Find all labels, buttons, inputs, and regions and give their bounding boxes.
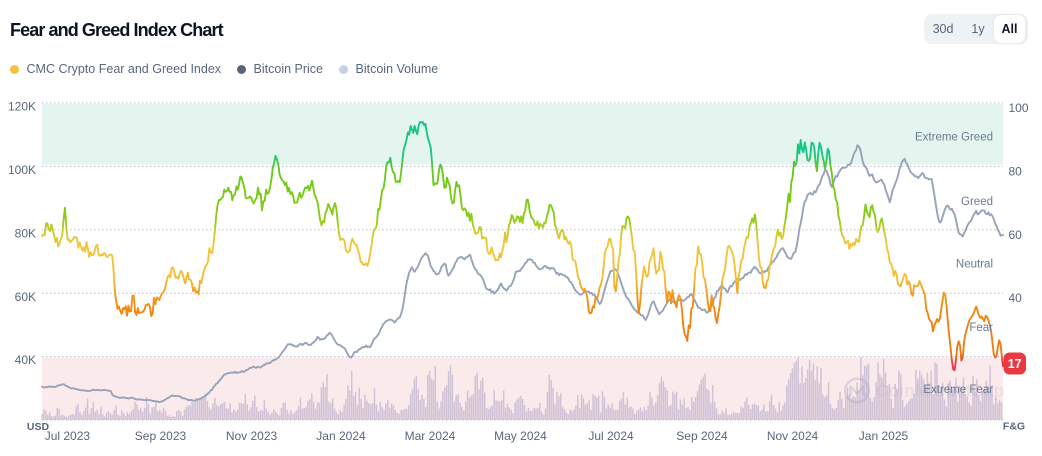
svg-text:Jul 2023: Jul 2023 (45, 429, 91, 443)
svg-text:17: 17 (1008, 357, 1022, 371)
svg-text:Neutral: Neutral (956, 259, 993, 271)
svg-text:USD: USD (27, 421, 50, 433)
svg-text:Jul 2024: Jul 2024 (588, 429, 634, 443)
svg-text:Extreme Fear: Extreme Fear (923, 384, 993, 396)
svg-text:80K: 80K (15, 227, 36, 241)
svg-text:Jan 2024: Jan 2024 (316, 429, 366, 443)
svg-text:Nov 2024: Nov 2024 (767, 429, 819, 443)
svg-text:100K: 100K (8, 163, 36, 177)
svg-text:Fear: Fear (969, 322, 993, 334)
svg-text:Jan 2025: Jan 2025 (859, 429, 909, 443)
svg-text:F&G: F&G (1003, 421, 1025, 433)
svg-text:Sep 2024: Sep 2024 (676, 429, 728, 443)
svg-text:Mar 2024: Mar 2024 (405, 429, 456, 443)
svg-text:80: 80 (1009, 164, 1023, 178)
svg-text:Greed: Greed (961, 196, 993, 208)
svg-text:Nov 2023: Nov 2023 (226, 429, 278, 443)
svg-text:120K: 120K (8, 100, 36, 114)
svg-text:Sep 2023: Sep 2023 (135, 429, 187, 443)
svg-text:100: 100 (1009, 101, 1029, 115)
svg-text:60: 60 (1009, 228, 1023, 242)
svg-text:60K: 60K (15, 290, 36, 304)
svg-text:40K: 40K (15, 353, 36, 367)
svg-text:Extreme Greed: Extreme Greed (915, 132, 993, 144)
svg-text:40: 40 (1009, 291, 1023, 305)
svg-text:May 2024: May 2024 (494, 429, 547, 443)
